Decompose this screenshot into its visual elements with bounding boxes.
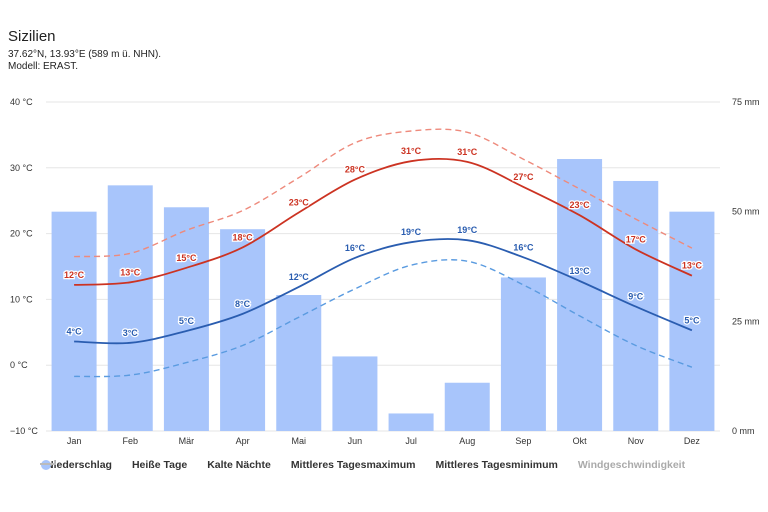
x-axis-tick-label: Nov bbox=[628, 436, 645, 446]
legend-item-windgeschwindigkeit[interactable]: Windgeschwindigkeit bbox=[40, 459, 686, 471]
y-axis-left-tick-label: 40 °C bbox=[10, 97, 33, 107]
mean-min-line bbox=[74, 238, 693, 345]
max-temp-data-label: 31°C bbox=[457, 147, 478, 157]
y-axis-left-tick-label: 10 °C bbox=[10, 294, 33, 304]
precipitation-bar bbox=[444, 382, 490, 431]
mean-max-line bbox=[74, 157, 693, 286]
min-temp-data-label: 12°C bbox=[289, 272, 310, 282]
chart-legend: Niederschlag Heiße Tage Kalte Nächte Mit… bbox=[40, 459, 740, 471]
precipitation-bar bbox=[107, 185, 153, 431]
max-temp-data-label: 13°C bbox=[120, 267, 141, 277]
x-axis-tick-label: Okt bbox=[573, 436, 588, 446]
max-temp-data-label: 27°C bbox=[513, 172, 534, 182]
min-temp-data-label: 9°C bbox=[628, 292, 644, 302]
precipitation-bar bbox=[557, 159, 603, 431]
x-axis-tick-label: Mär bbox=[179, 436, 195, 446]
legend-label: Kalte Nächte bbox=[207, 459, 271, 471]
max-temp-data-label: 23°C bbox=[570, 200, 591, 210]
legend-label: Heiße Tage bbox=[131, 459, 188, 471]
min-temp-data-label: 5°C bbox=[684, 315, 700, 325]
precipitation-bar bbox=[669, 211, 715, 431]
x-axis-tick-label: Dez bbox=[684, 436, 701, 446]
model-label: Modell: ERAST. bbox=[8, 61, 79, 72]
x-axis-tick-label: Jan bbox=[67, 436, 82, 446]
hot-days-line bbox=[74, 128, 693, 258]
min-temp-data-label: 19°C bbox=[457, 225, 478, 235]
precipitation-bar bbox=[332, 356, 378, 431]
min-temp-data-label: 3°C bbox=[123, 328, 139, 338]
max-temp-data-label: 15°C bbox=[176, 253, 197, 263]
min-temp-data-label: 8°C bbox=[235, 299, 251, 309]
y-axis-right-tick-label: 50 mm bbox=[732, 207, 760, 217]
precipitation-bar bbox=[388, 413, 434, 431]
x-axis-tick-label: Jul bbox=[405, 436, 417, 446]
legend-label: Niederschlag bbox=[46, 459, 112, 471]
min-temp-data-label: 5°C bbox=[179, 316, 195, 326]
precipitation-bar bbox=[51, 211, 97, 431]
legend-label: Mittleres Tagesminimum bbox=[435, 459, 558, 471]
precipitation-bar bbox=[276, 295, 322, 431]
x-axis-tick-label: Feb bbox=[122, 436, 138, 446]
legend-item-kalte-naechte[interactable]: Kalte Nächte bbox=[40, 459, 271, 471]
min-temp-data-label: 19°C bbox=[401, 227, 422, 237]
min-temp-data-label: 4°C bbox=[67, 327, 83, 337]
y-axis-right-tick-label: 25 mm bbox=[732, 316, 760, 326]
max-temp-data-label: 12°C bbox=[64, 270, 85, 280]
max-temp-data-label: 17°C bbox=[626, 234, 647, 244]
precipitation-bar bbox=[220, 229, 266, 431]
max-temp-data-label: 28°C bbox=[345, 165, 366, 175]
y-axis-left-tick-label: 30 °C bbox=[10, 163, 33, 173]
min-temp-data-label: 13°C bbox=[570, 266, 591, 276]
location-coordinates: 37.62°N, 13.93°E (589 m ü. NHN). bbox=[8, 49, 162, 60]
y-axis-right-tick-label: 75 mm bbox=[732, 97, 760, 107]
y-axis-left-tick-label: 0 °C bbox=[10, 360, 28, 370]
max-temp-data-label: 31°C bbox=[401, 146, 422, 156]
min-temp-data-label: 16°C bbox=[513, 242, 534, 252]
legend-item-tagesminimum[interactable]: Mittleres Tagesminimum bbox=[40, 459, 558, 471]
min-temp-data-label: 16°C bbox=[345, 243, 366, 253]
legend-item-heisse-tage[interactable]: Heiße Tage bbox=[40, 459, 188, 471]
legend-item-tagesmaximum[interactable]: Mittleres Tagesmaximum bbox=[40, 459, 416, 471]
y-axis-left-tick-label: 20 °C bbox=[10, 229, 33, 239]
x-axis-tick-label: Jun bbox=[348, 436, 363, 446]
max-temp-data-label: 18°C bbox=[233, 232, 254, 242]
max-temp-data-label: 23°C bbox=[289, 198, 310, 208]
cold-nights-line bbox=[74, 259, 693, 378]
precipitation-bar bbox=[163, 207, 209, 431]
x-axis-tick-label: Mai bbox=[291, 436, 306, 446]
legend-label: Windgeschwindigkeit bbox=[577, 459, 686, 471]
legend-label: Mittleres Tagesmaximum bbox=[290, 459, 416, 471]
x-axis-tick-label: Sep bbox=[515, 436, 531, 446]
chart-title: Sizilien bbox=[8, 28, 56, 45]
max-temp-data-label: 13°C bbox=[682, 261, 703, 271]
precipitation-bar bbox=[500, 277, 546, 431]
climate-chart: 40 °C 30 °C 20 °C 10 °C 0 °C −10 °C 75 mm 50 mm… bbox=[10, 97, 760, 446]
x-axis-tick-label: Apr bbox=[236, 436, 250, 446]
y-axis-left-tick-label: −10 °C bbox=[10, 426, 38, 436]
x-axis-tick-label: Aug bbox=[459, 436, 475, 446]
y-axis-right-tick-label: 0 mm bbox=[732, 426, 755, 436]
